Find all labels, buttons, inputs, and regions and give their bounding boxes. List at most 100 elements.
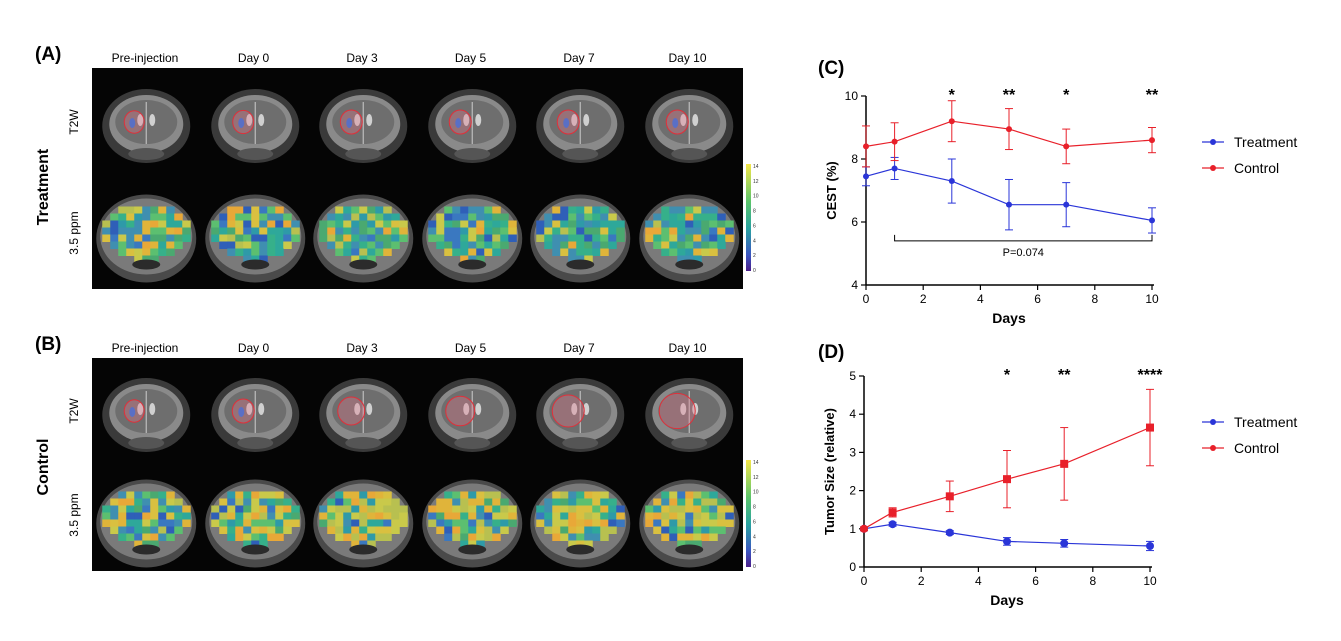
x-tick-label: 0 [861, 574, 868, 588]
data-point [863, 173, 869, 180]
mri-cest-map-image [96, 194, 197, 283]
panel-a-colorbar: 14 12 10 8 6 4 2 0 [745, 162, 775, 274]
mri-cest-map-image [313, 479, 414, 568]
mri-t2w-image [536, 378, 625, 452]
data-point [860, 524, 868, 533]
x-axis-label: Days [990, 592, 1024, 608]
panel-b-group-label: Control [35, 438, 52, 496]
colorbar-tick-label: 10 [753, 194, 759, 200]
x-tick-label: 6 [1034, 292, 1041, 306]
significance-bracket [894, 234, 1153, 242]
x-tick-label: 6 [1032, 574, 1039, 588]
legend-label: Control [1234, 440, 1279, 456]
colorbar-tick-label: 2 [753, 253, 756, 259]
data-point [891, 165, 898, 172]
panel-b-row-label-ppm: 3.5 ppm [67, 493, 81, 537]
y-tick-label: 5 [849, 369, 856, 383]
panel-b-day-label: Day 0 [237, 341, 270, 355]
series-line-control [865, 120, 1153, 148]
significance-marker: * [1004, 367, 1011, 384]
significance-marker: ** [1146, 87, 1159, 104]
colorbar-tick-label: 6 [753, 223, 756, 229]
mri-cest-map-image [313, 194, 414, 283]
legend-label: Treatment [1234, 134, 1297, 150]
data-point [1006, 126, 1012, 133]
panel-a-label: (A) [35, 44, 62, 65]
colorbar-tick-label: 0 [753, 564, 756, 570]
mri-t2w-image [210, 378, 299, 452]
colorbar-tick-label: 14 [753, 164, 759, 170]
panel-c-label: (C) [818, 58, 845, 79]
data-point [863, 143, 869, 150]
colorbar-tick-label: 4 [753, 534, 756, 540]
y-tick-label: 3 [849, 445, 856, 459]
mri-t2w-image [536, 89, 625, 163]
data-point [948, 178, 955, 185]
panel-a-group-label: Treatment [35, 148, 52, 226]
panel-d-label: (D) [818, 342, 845, 363]
panel-a-day-label: Day 5 [454, 51, 487, 65]
colorbar-tick-label: 6 [753, 519, 756, 525]
x-tick-label: 0 [863, 292, 870, 306]
mri-t2w-image [319, 89, 408, 163]
mri-cest-map-image [204, 479, 305, 568]
mri-t2w-image [102, 89, 191, 163]
mri-cest-map-image [96, 479, 197, 568]
panel-a-row-label-t2w: T2W [67, 109, 81, 135]
panel-a-row-label-ppm: 3.5 ppm [67, 211, 81, 255]
data-point [1063, 201, 1070, 208]
colorbar-tick-label: 8 [753, 209, 756, 215]
colorbar-gradient [746, 460, 751, 567]
x-tick-label: 2 [920, 292, 927, 306]
panel-a-mri-grid [92, 68, 743, 289]
x-tick-label: 10 [1145, 292, 1159, 306]
legend-marker [1210, 419, 1216, 425]
colorbar-gradient [746, 164, 751, 271]
y-tick-label: 6 [851, 215, 858, 229]
mri-t2w-image [210, 89, 299, 163]
data-point [1006, 201, 1012, 208]
x-tick-label: 2 [918, 574, 925, 588]
data-point [888, 508, 897, 517]
significance-marker: **** [1138, 367, 1164, 384]
panel-b-label: (B) [35, 334, 62, 355]
colorbar-tick-label: 0 [753, 268, 756, 274]
panel-b-day-label: Day 7 [563, 341, 595, 355]
colorbar-tick-label: 4 [753, 238, 756, 244]
y-axis-label: CEST (%) [824, 161, 839, 220]
series-line-treatment [865, 167, 1153, 222]
y-tick-label: 4 [851, 278, 858, 292]
x-tick-label: 4 [977, 292, 984, 306]
data-point [891, 138, 898, 145]
x-tick-label: 8 [1089, 574, 1096, 588]
panel-b-row-label-t2w: T2W [67, 398, 81, 424]
data-point [1060, 459, 1069, 468]
panel-a-day-label: Pre-injection [111, 51, 179, 65]
colorbar-tick-label: 12 [753, 179, 759, 185]
mri-cest-map-image [421, 194, 522, 283]
panel-a-day-label: Day 0 [237, 51, 270, 65]
bracket-p-value: P=0.074 [1003, 247, 1044, 259]
legend-label: Treatment [1234, 414, 1297, 430]
mri-cest-map-image [638, 479, 739, 568]
mri-cest-map-image [530, 479, 631, 568]
legend-marker [1210, 445, 1216, 451]
mri-t2w-image [427, 89, 516, 163]
series-line-treatment [863, 523, 1151, 547]
mri-t2w-image [644, 378, 733, 452]
panel-b-day-label: Pre-injection [111, 341, 179, 355]
data-point [1146, 541, 1154, 550]
y-tick-label: 8 [851, 152, 858, 166]
data-point [1063, 143, 1070, 150]
x-axis-label: Days [992, 310, 1026, 326]
colorbar-tick-label: 12 [753, 475, 759, 481]
x-tick-label: 8 [1091, 292, 1098, 306]
data-point [888, 520, 897, 529]
mri-t2w-image [427, 378, 516, 452]
data-point [1149, 137, 1155, 144]
legend-marker [1210, 139, 1216, 145]
panel-b-day-label: Day 3 [346, 341, 378, 355]
x-tick-label: 10 [1143, 574, 1157, 588]
significance-marker: * [949, 87, 956, 104]
